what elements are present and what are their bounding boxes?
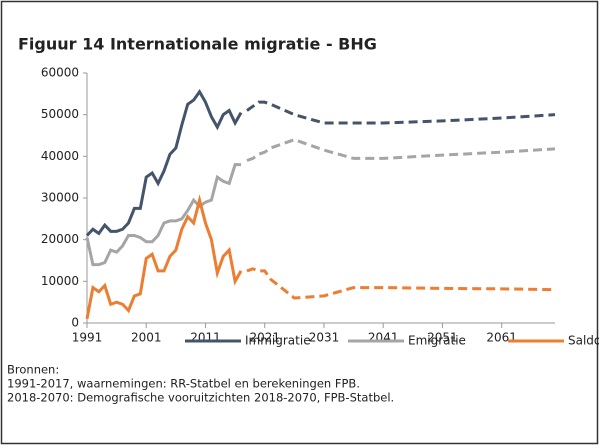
y-tick-label: 20000 xyxy=(41,232,79,246)
y-tick-label: 40000 xyxy=(41,149,79,163)
observed-line xyxy=(85,194,243,320)
observed-line xyxy=(85,88,243,237)
observed-line xyxy=(85,163,242,267)
x-tick-label: 2021 xyxy=(249,331,280,345)
projection-line xyxy=(246,267,556,300)
source-note: 1991-2017, waarnemingen: RR-Statbel en b… xyxy=(7,377,360,391)
x-tick-label: 2031 xyxy=(309,331,340,345)
y-tick-label: 0 xyxy=(71,316,79,330)
x-tick-label: 1991 xyxy=(72,331,103,345)
source-note: 2018-2070: Demografische vooruitzichten … xyxy=(7,391,394,405)
x-tick-label: 2051 xyxy=(427,331,458,345)
legend-label: Saldo xyxy=(568,334,599,348)
projection-line xyxy=(246,138,556,162)
y-tick-label: 50000 xyxy=(41,107,79,121)
legend-label: Emigratie xyxy=(408,334,466,348)
x-tick-label: 2001 xyxy=(131,331,162,345)
y-tick-label: 30000 xyxy=(41,191,79,205)
source-note: Bronnen: xyxy=(7,363,59,377)
y-tick-label: 10000 xyxy=(41,274,79,288)
legend-label: Immigratie xyxy=(245,334,311,348)
chart-title: Figuur 14 Internationale migratie - BHG xyxy=(18,35,377,54)
y-tick-label: 60000 xyxy=(41,66,79,80)
projection-line xyxy=(246,100,556,125)
